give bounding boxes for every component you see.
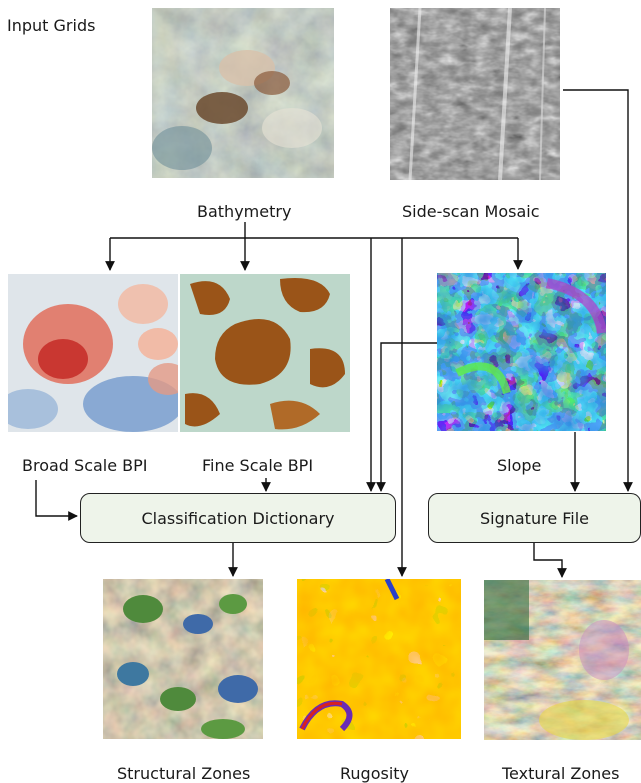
rugosity-label: Rugosity (340, 764, 410, 783)
classification-dictionary-box: Classification Dictionary (80, 493, 396, 543)
structural-zones-image (103, 579, 263, 739)
sidescan-image (390, 8, 560, 180)
bathymetry-label: Bathymetry (197, 202, 292, 221)
structural-zones-label: Structural Zones (117, 764, 251, 783)
slope-image (437, 273, 606, 431)
signature-file-box: Signature File (428, 493, 641, 543)
broad-bpi-label: Broad Scale BPI (22, 456, 148, 475)
textural-zones-label: Textural Zones (502, 764, 620, 783)
fine-bpi-label: Fine Scale BPI (202, 456, 314, 475)
input-grids-label: Input Grids (7, 16, 96, 35)
rugosity-image (297, 579, 461, 739)
sidescan-label: Side-scan Mosaic (402, 202, 540, 221)
fine-bpi-image (180, 274, 350, 432)
slope-label: Slope (497, 456, 542, 475)
broad-bpi-image (8, 274, 178, 432)
bathymetry-image (152, 8, 334, 178)
textural-zones-image (484, 580, 641, 740)
